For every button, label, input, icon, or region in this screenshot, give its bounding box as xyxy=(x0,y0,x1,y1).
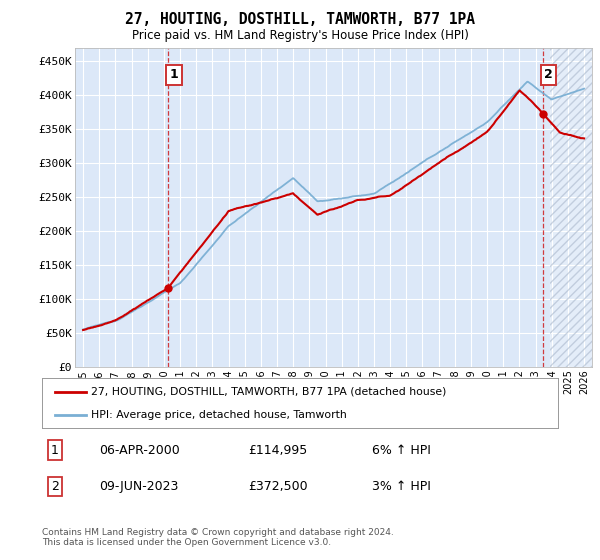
Text: 3% ↑ HPI: 3% ↑ HPI xyxy=(372,480,431,493)
Bar xyxy=(550,48,592,367)
Text: Price paid vs. HM Land Registry's House Price Index (HPI): Price paid vs. HM Land Registry's House … xyxy=(131,29,469,42)
Text: 2: 2 xyxy=(544,68,553,81)
Text: £114,995: £114,995 xyxy=(248,444,308,456)
Text: 1: 1 xyxy=(51,444,59,456)
Text: 6% ↑ HPI: 6% ↑ HPI xyxy=(372,444,431,456)
Text: 06-APR-2000: 06-APR-2000 xyxy=(99,444,179,456)
Text: 27, HOUTING, DOSTHILL, TAMWORTH, B77 1PA (detached house): 27, HOUTING, DOSTHILL, TAMWORTH, B77 1PA… xyxy=(91,386,446,396)
Text: HPI: Average price, detached house, Tamworth: HPI: Average price, detached house, Tamw… xyxy=(91,410,347,420)
Text: 2: 2 xyxy=(51,480,59,493)
Text: £372,500: £372,500 xyxy=(248,480,308,493)
Text: 09-JUN-2023: 09-JUN-2023 xyxy=(99,480,178,493)
Bar xyxy=(550,48,592,367)
Text: 27, HOUTING, DOSTHILL, TAMWORTH, B77 1PA: 27, HOUTING, DOSTHILL, TAMWORTH, B77 1PA xyxy=(125,12,475,27)
Text: 1: 1 xyxy=(170,68,178,81)
Text: Contains HM Land Registry data © Crown copyright and database right 2024.
This d: Contains HM Land Registry data © Crown c… xyxy=(42,528,394,547)
